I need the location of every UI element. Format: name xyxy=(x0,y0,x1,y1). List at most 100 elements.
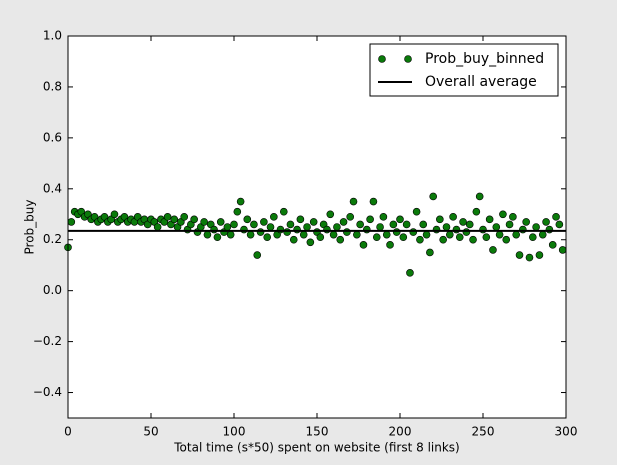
point xyxy=(535,251,544,259)
point xyxy=(492,223,501,231)
x-tick-label: 0 xyxy=(64,425,72,439)
point xyxy=(389,220,398,229)
point xyxy=(479,225,487,234)
point xyxy=(449,213,457,221)
y-tick-label: −0.2 xyxy=(33,334,62,348)
legend-label: Overall average xyxy=(425,74,537,90)
point xyxy=(412,207,421,216)
y-tick-label: 0.6 xyxy=(43,130,62,144)
point xyxy=(230,220,238,229)
legend-box xyxy=(369,43,559,97)
point xyxy=(558,246,567,254)
point xyxy=(499,210,507,219)
point xyxy=(489,246,497,254)
point xyxy=(260,218,268,226)
point xyxy=(353,230,361,239)
plot-frame xyxy=(67,35,567,419)
point xyxy=(236,197,245,206)
point xyxy=(525,253,534,262)
point xyxy=(512,230,521,239)
point xyxy=(203,230,212,239)
point xyxy=(270,213,278,221)
point xyxy=(402,220,411,229)
point xyxy=(406,269,414,277)
point xyxy=(293,225,301,234)
point xyxy=(482,233,491,241)
point xyxy=(382,230,391,239)
point xyxy=(246,230,255,239)
point xyxy=(552,213,560,221)
point xyxy=(396,215,404,224)
legend-marker xyxy=(378,55,386,63)
point xyxy=(243,215,252,224)
point xyxy=(359,241,368,249)
point xyxy=(522,218,530,226)
point xyxy=(515,251,524,259)
point xyxy=(366,215,374,224)
point xyxy=(379,213,388,221)
point xyxy=(216,218,225,226)
point xyxy=(250,220,258,229)
point xyxy=(283,228,291,236)
point xyxy=(495,230,504,239)
point xyxy=(200,218,208,226)
point xyxy=(213,233,222,241)
point xyxy=(422,230,431,239)
y-tick-label: 0.0 xyxy=(43,283,62,297)
point xyxy=(419,220,428,229)
point xyxy=(296,215,305,224)
point xyxy=(286,220,295,229)
point xyxy=(223,223,232,231)
point xyxy=(110,210,119,219)
point xyxy=(256,228,265,236)
point xyxy=(346,213,355,221)
point xyxy=(386,241,394,249)
point xyxy=(469,235,477,244)
point xyxy=(329,230,338,239)
point xyxy=(455,233,464,241)
point xyxy=(306,238,315,247)
point xyxy=(276,225,285,234)
x-axis-label: Total time (s*50) spent on website (firs… xyxy=(173,441,459,455)
point xyxy=(416,235,424,244)
point xyxy=(545,225,554,234)
point xyxy=(372,233,381,241)
x-tick-label: 50 xyxy=(143,425,158,439)
y-axis-label: Prob_buy xyxy=(23,200,37,255)
point xyxy=(226,230,235,239)
point xyxy=(475,192,484,201)
point xyxy=(452,225,461,234)
point xyxy=(299,230,308,239)
point xyxy=(279,207,288,216)
x-tick-label: 200 xyxy=(389,425,412,439)
point xyxy=(289,235,298,244)
point xyxy=(233,207,242,216)
x-tick-label: 250 xyxy=(472,425,495,439)
point xyxy=(519,225,527,234)
point xyxy=(399,233,408,241)
point xyxy=(266,223,275,231)
point xyxy=(190,215,198,224)
point xyxy=(240,225,248,234)
point xyxy=(465,220,474,229)
point xyxy=(163,213,172,221)
point xyxy=(445,230,454,239)
point xyxy=(349,197,358,206)
point xyxy=(343,228,351,236)
point xyxy=(409,228,418,236)
point xyxy=(333,223,341,231)
point xyxy=(339,218,348,226)
y-tick-label: −0.4 xyxy=(33,385,62,399)
point xyxy=(436,215,444,224)
point xyxy=(426,248,434,257)
point xyxy=(555,220,564,229)
point xyxy=(505,220,514,229)
point xyxy=(180,213,188,221)
point xyxy=(303,223,311,231)
legend-marker xyxy=(404,55,412,63)
point xyxy=(263,233,272,241)
point xyxy=(326,210,335,219)
y-tick-label: 1.0 xyxy=(43,29,62,43)
